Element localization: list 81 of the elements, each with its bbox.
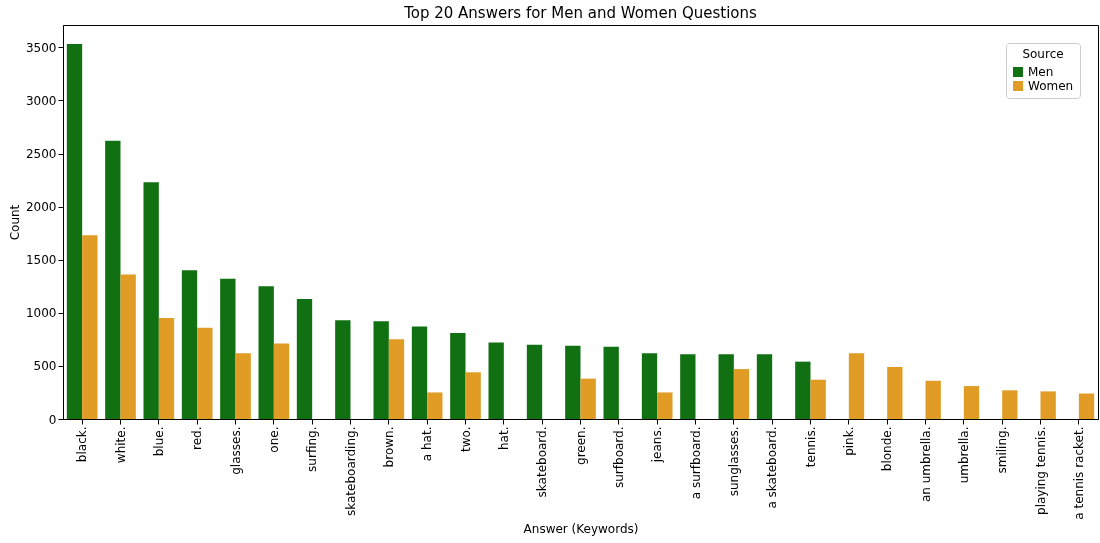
x-tick-label: green. [573,426,588,465]
bar [258,286,274,419]
legend-label: Men [1028,65,1054,79]
bar [657,392,673,419]
x-tick-label: playing tennis. [1033,426,1048,515]
y-tick-label: 1000 [25,306,57,321]
y-tick-label: 1500 [25,253,57,268]
x-tick-label: an umbrella. [918,426,933,503]
y-tick-label: 3000 [25,93,57,108]
bar [197,327,213,419]
x-tick-label: hat. [496,426,511,450]
bar [388,339,405,419]
bar [335,320,351,419]
x-tick-label: black. [75,426,90,463]
bar [82,235,98,419]
bar [488,342,504,419]
bar [220,278,236,419]
y-tick-label: 0 [48,412,57,427]
legend-label: Women [1028,79,1074,93]
bar [181,270,198,419]
x-tick-label: skateboarding. [343,426,358,516]
y-tick-label: 2500 [25,147,57,161]
x-tick-label: brown. [381,426,396,468]
bar [810,379,826,419]
x-tick-label: white. [113,426,128,464]
x-tick-label: skateboard. [535,426,550,498]
x-axis-title: Answer (Keywords) [523,521,639,536]
bar [795,361,811,419]
bar [411,326,428,419]
x-tick-label: two. [458,426,473,452]
bar [120,274,136,419]
bar [718,354,734,419]
bar [580,378,596,419]
y-tick-label: 3500 [25,40,57,55]
bar [66,44,83,419]
bar [427,392,443,419]
bar [756,354,773,419]
x-tick-label: smiling. [995,426,1010,474]
bar [373,321,389,419]
x-tick-label: tennis. [803,426,818,468]
x-tick-label: red. [190,426,205,450]
bar [105,140,121,419]
x-tick-label: blonde. [880,426,895,472]
x-tick-label: a surfboard. [688,426,703,500]
bar [603,346,619,419]
legend-title: Source [1022,47,1064,61]
bar [680,354,696,419]
bar [273,343,290,419]
chart-title: Top 20 Answers for Men and Women Questions [403,4,758,22]
bar [1002,390,1018,419]
bar [925,380,941,419]
x-tick-label: a hat. [420,426,435,462]
x-tick-label: one. [266,426,281,453]
x-tick-label: a skateboard. [765,426,780,509]
x-tick-label: sunglasses. [726,426,741,497]
bar [887,366,903,419]
bar [963,386,980,419]
bar [296,298,313,419]
bar [641,353,658,419]
bar [733,369,750,419]
x-tick-label: a tennis racket. [1071,426,1086,520]
bar [848,353,865,419]
bar [1078,393,1095,419]
y-axis-title: Count [7,204,22,241]
x-tick-label: glasses. [228,426,243,475]
bar [450,332,466,419]
bar [1040,391,1056,419]
bar [565,345,581,419]
x-tick-label: surfboard. [611,426,626,488]
bar [465,372,481,419]
bar [526,344,543,419]
bar [235,353,251,419]
x-tick-label: surfing. [305,426,320,472]
bar [158,318,175,419]
x-tick-label: pink. [841,426,856,456]
y-tick-label: 500 [33,359,57,374]
y-tick-label: 2000 [25,200,57,215]
x-tick-label: umbrella. [956,426,971,484]
x-tick-label: blue. [151,426,166,457]
x-tick-label: jeans. [650,426,665,464]
bar [143,182,159,419]
